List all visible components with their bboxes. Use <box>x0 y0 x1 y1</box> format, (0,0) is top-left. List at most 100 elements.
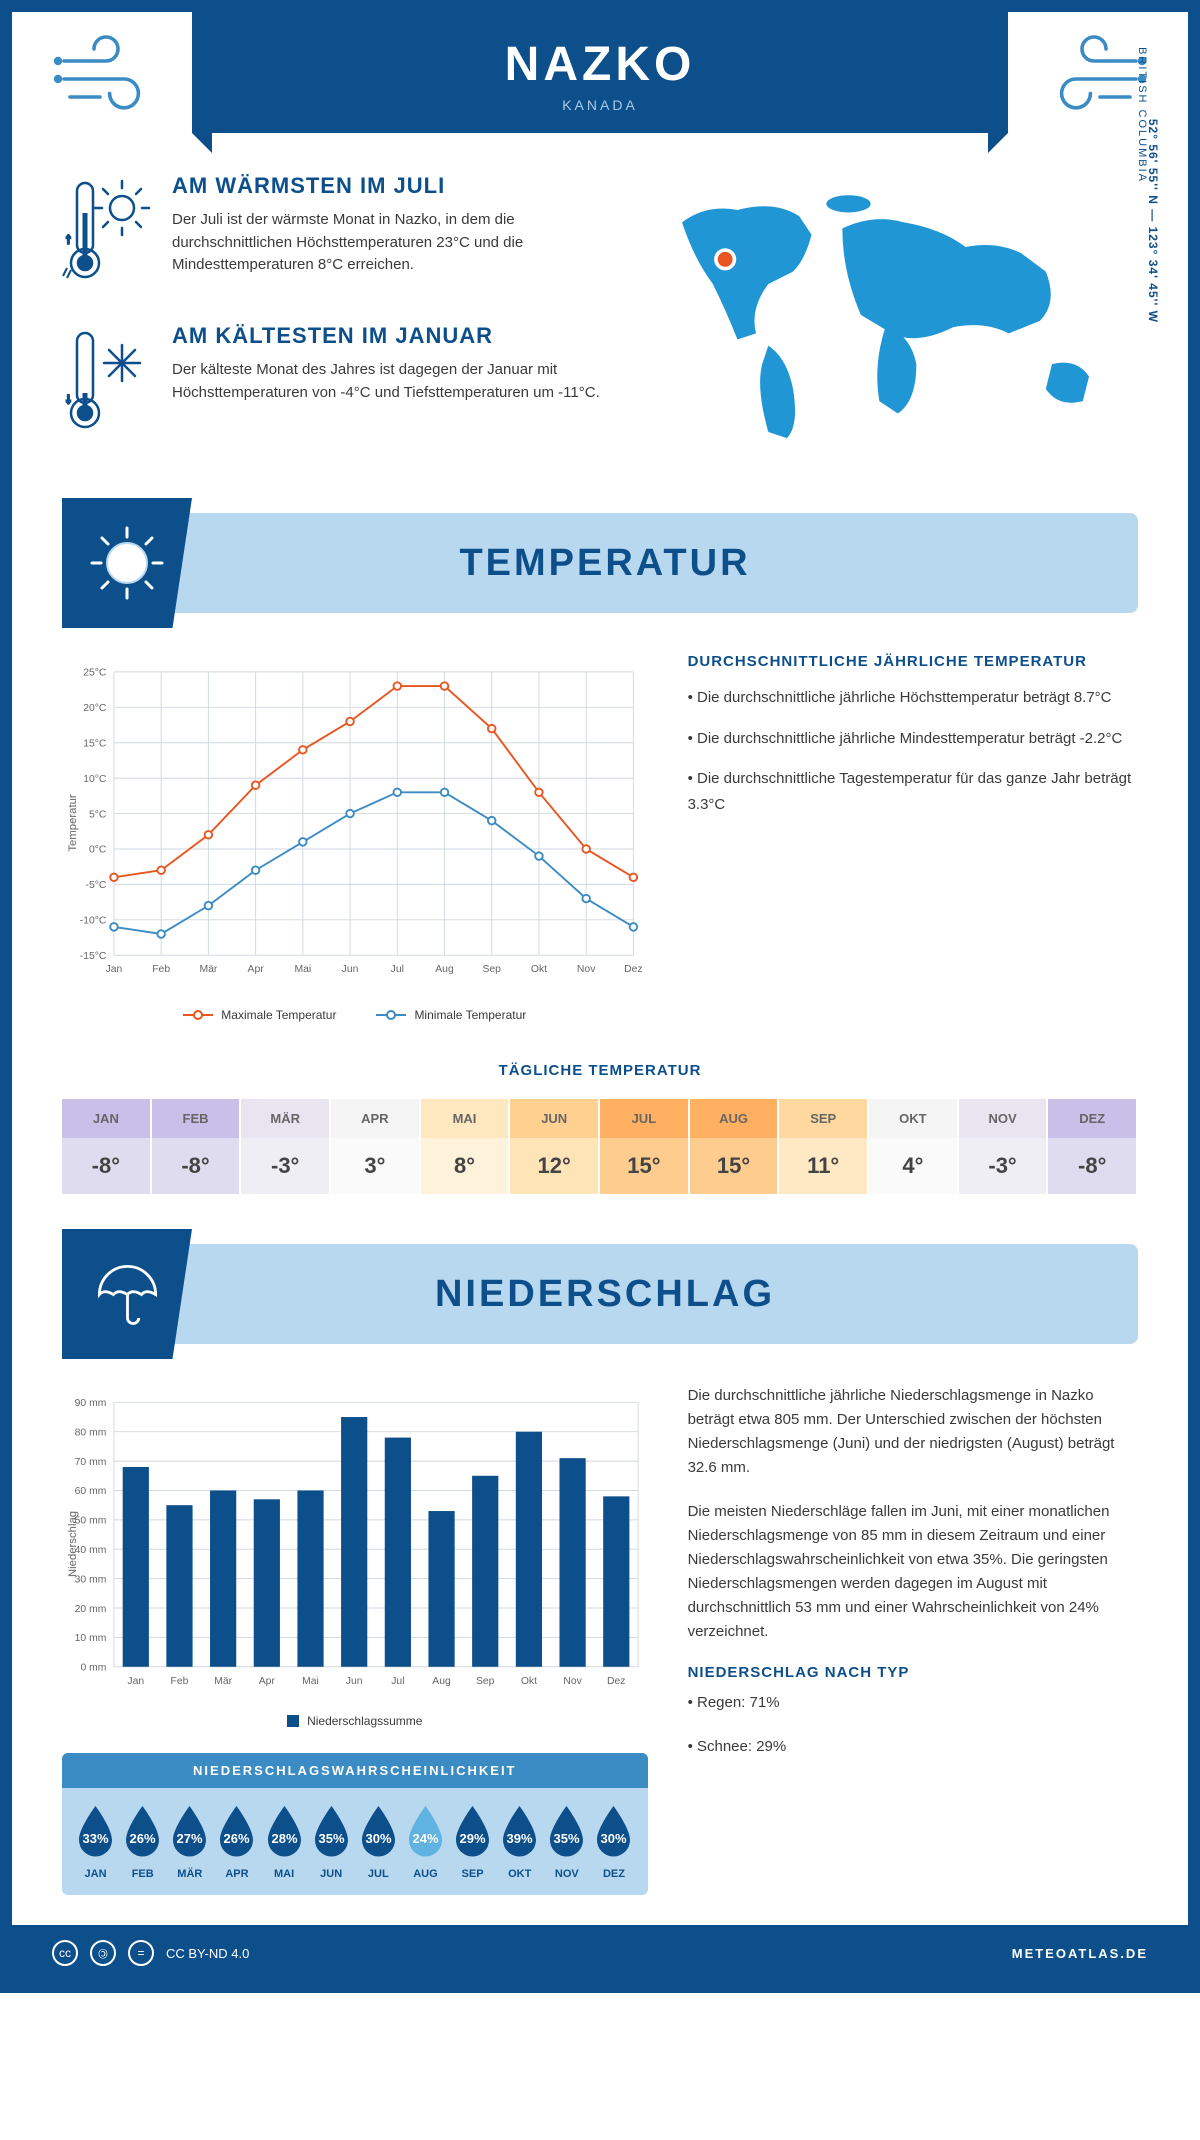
svg-text:Apr: Apr <box>259 1676 276 1687</box>
site-name: METEOATLAS.DE <box>1012 1946 1148 1961</box>
svg-text:60 mm: 60 mm <box>75 1486 107 1497</box>
precip-type-1: • Schnee: 29% <box>688 1735 1138 1759</box>
svg-text:Mär: Mär <box>199 964 217 975</box>
daily-col: MÄR-3° <box>241 1099 331 1194</box>
infographic-frame: NAZKO KANADA <box>0 0 1200 1993</box>
wind-icon-right <box>1028 13 1148 133</box>
coldest-text: Der kälteste Monat des Jahres ist dagege… <box>172 359 605 404</box>
probability-drop: 30%DEZ <box>591 1803 636 1880</box>
precipitation-probability-box: NIEDERSCHLAGSWAHRSCHEINLICHKEIT 33%JAN26… <box>62 1753 648 1895</box>
coldest-title: AM KÄLTESTEN IM JANUAR <box>172 323 605 349</box>
probability-title: NIEDERSCHLAGSWAHRSCHEINLICHKEIT <box>62 1753 648 1788</box>
temp-info-title: DURCHSCHNITTLICHE JÄHRLICHE TEMPERATUR <box>688 653 1138 670</box>
legend-max: Maximale Temperatur <box>221 1008 336 1022</box>
svg-text:30 mm: 30 mm <box>75 1574 107 1585</box>
daily-col: JUN12° <box>510 1099 600 1194</box>
svg-text:Aug: Aug <box>432 1676 451 1687</box>
probability-drop: 30%JUL <box>356 1803 401 1880</box>
precip-text-2: Die meisten Niederschläge fallen im Juni… <box>688 1500 1138 1644</box>
svg-text:Feb: Feb <box>171 1676 189 1687</box>
svg-text:Aug: Aug <box>435 964 454 975</box>
svg-text:Temperatur: Temperatur <box>67 794 79 852</box>
svg-text:Mai: Mai <box>294 964 311 975</box>
svg-text:20 mm: 20 mm <box>75 1604 107 1615</box>
precip-type-0: • Regen: 71% <box>688 1691 1138 1715</box>
svg-text:Feb: Feb <box>152 964 170 975</box>
svg-text:5°C: 5°C <box>89 809 107 820</box>
svg-text:25°C: 25°C <box>83 668 107 679</box>
cc-icon: cc <box>52 1940 78 1966</box>
probability-drop: 33%JAN <box>73 1803 118 1880</box>
wind-icon-left <box>52 13 172 133</box>
daily-col: MAI8° <box>421 1099 511 1194</box>
probability-drop: 35%NOV <box>544 1803 589 1880</box>
by-icon: 🄯 <box>90 1940 116 1966</box>
svg-text:39%: 39% <box>507 1831 533 1846</box>
svg-text:Dez: Dez <box>607 1676 625 1687</box>
svg-text:35%: 35% <box>318 1831 344 1846</box>
svg-text:Sep: Sep <box>476 1676 495 1687</box>
legend-min: Minimale Temperatur <box>414 1008 526 1022</box>
svg-text:26%: 26% <box>130 1831 156 1846</box>
svg-text:15°C: 15°C <box>83 738 107 749</box>
precipitation-section-header: NIEDERSCHLAG <box>62 1244 1138 1344</box>
precipitation-title: NIEDERSCHLAG <box>192 1273 1138 1316</box>
probability-drop: 28%MAI <box>262 1803 307 1880</box>
warmest-text: Der Juli ist der wärmste Monat in Nazko,… <box>172 209 605 277</box>
svg-text:Jan: Jan <box>127 1676 144 1687</box>
svg-text:0 mm: 0 mm <box>80 1663 106 1674</box>
svg-text:29%: 29% <box>460 1831 486 1846</box>
precip-text-1: Die durchschnittliche jährliche Niedersc… <box>688 1384 1138 1480</box>
svg-text:Apr: Apr <box>248 964 265 975</box>
svg-text:Jul: Jul <box>391 964 404 975</box>
svg-text:Okt: Okt <box>531 964 547 975</box>
daily-col: AUG15° <box>690 1099 780 1194</box>
daily-col: NOV-3° <box>959 1099 1049 1194</box>
svg-text:Dez: Dez <box>624 964 642 975</box>
probability-drop: 29%SEP <box>450 1803 495 1880</box>
svg-text:70 mm: 70 mm <box>75 1457 107 1468</box>
temperature-section-header: TEMPERATUR <box>62 513 1138 613</box>
probability-drop: 24%AUG <box>403 1803 448 1880</box>
precip-type-title: NIEDERSCHLAG NACH TYP <box>688 1664 1138 1681</box>
svg-text:50 mm: 50 mm <box>75 1516 107 1527</box>
svg-text:-5°C: -5°C <box>86 880 107 891</box>
thermometer-hot-icon: ↑ <box>62 173 152 293</box>
license-text: CC BY-ND 4.0 <box>166 1946 249 1961</box>
daily-col: JUL15° <box>600 1099 690 1194</box>
svg-text:Sep: Sep <box>482 964 501 975</box>
daily-col: OKT4° <box>869 1099 959 1194</box>
temp-bullet-1: • Die durchschnittliche jährliche Mindes… <box>688 726 1138 752</box>
svg-text:28%: 28% <box>271 1831 297 1846</box>
nd-icon: = <box>128 1940 154 1966</box>
thermometer-cold-icon: ↓ <box>62 323 152 443</box>
svg-text:-10°C: -10°C <box>80 916 107 927</box>
sun-icon <box>87 523 167 603</box>
svg-text:Jul: Jul <box>391 1676 404 1687</box>
probability-drop: 35%JUN <box>309 1803 354 1880</box>
svg-text:↑: ↑ <box>65 230 72 246</box>
svg-text:10°C: 10°C <box>83 774 107 785</box>
probability-drop: 39%OKT <box>497 1803 542 1880</box>
svg-text:30%: 30% <box>601 1831 627 1846</box>
precipitation-bar-chart: 0 mm10 mm20 mm30 mm40 mm50 mm60 mm70 mm8… <box>62 1384 648 1704</box>
world-map: BRITISH COLUMBIA 52° 56' 55'' N — 123° 3… <box>645 173 1138 473</box>
svg-text:Niederschlag: Niederschlag <box>67 1511 79 1577</box>
header-banner: NAZKO KANADA <box>192 12 1008 133</box>
page-title: NAZKO <box>192 37 1008 92</box>
svg-text:33%: 33% <box>83 1831 109 1846</box>
svg-text:Nov: Nov <box>563 1676 582 1687</box>
temperature-line-chart: -15°C-10°C-5°C0°C5°C10°C15°C20°C25°CJanF… <box>62 653 648 1022</box>
svg-text:26%: 26% <box>224 1831 250 1846</box>
footer: cc 🄯 = CC BY-ND 4.0 METEOATLAS.DE <box>12 1925 1188 1981</box>
svg-text:27%: 27% <box>177 1831 203 1846</box>
temperature-title: TEMPERATUR <box>192 542 1138 585</box>
svg-text:80 mm: 80 mm <box>75 1427 107 1438</box>
umbrella-icon <box>90 1257 165 1332</box>
svg-text:30%: 30% <box>365 1831 391 1846</box>
svg-text:Nov: Nov <box>577 964 596 975</box>
probability-drop: 27%MÄR <box>167 1803 212 1880</box>
daily-temperature-table: JAN-8°FEB-8°MÄR-3°APR3°MAI8°JUN12°JUL15°… <box>62 1099 1138 1194</box>
probability-drop: 26%FEB <box>120 1803 165 1880</box>
probability-drop: 26%APR <box>214 1803 259 1880</box>
